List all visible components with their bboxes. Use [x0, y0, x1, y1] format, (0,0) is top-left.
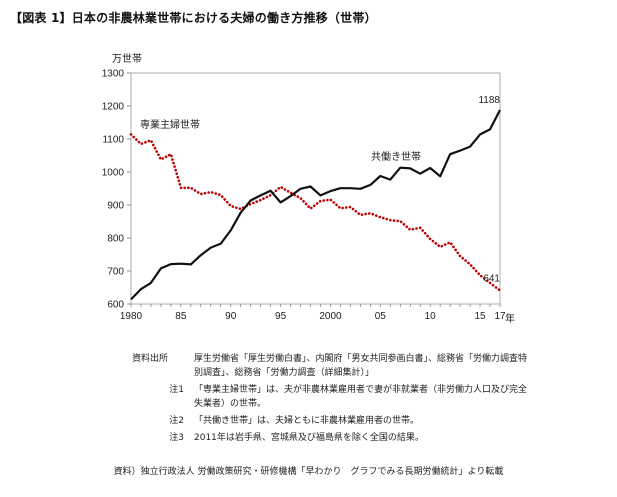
note-row-source: 資料出所 厚生労働省「厚生労働白書」、内閣府「男女共同参画白書」、総務省「労働力… — [132, 352, 532, 380]
plot-frame — [130, 72, 501, 305]
x-unit-label: 年 — [505, 312, 515, 325]
note-text: 「共働き世帯」は、夫婦ともに非農林業雇用者の世帯。 — [194, 416, 420, 426]
x-tick-label: 85 — [175, 311, 187, 322]
notes-block: 資料出所 厚生労働省「厚生労働白書」、内閣府「男女共同参画白書」、総務省「労働力… — [132, 352, 532, 448]
note-key: 注2 — [169, 416, 184, 426]
note-key: 資料出所 — [132, 354, 169, 364]
y-unit-label: 万世帯 — [112, 52, 142, 65]
x-tick-label: 17 — [494, 311, 506, 322]
y-tick-label: 1000 — [102, 168, 125, 179]
x-tick-label: 05 — [375, 311, 387, 322]
series-end-label: 1188 — [478, 95, 500, 106]
x-tick-label: 95 — [275, 311, 287, 322]
figure-title: 【図表 1】日本の非農林業世帯における夫婦の働き方推移（世帯） — [10, 11, 377, 25]
line-chart: 万世帯 年 600 700 800 900 1000 1100 1200 1300 1980 85… — [102, 52, 515, 325]
x-tick-label: 2000 — [319, 311, 342, 322]
y-tick-label: 700 — [107, 267, 124, 278]
note-text: 「専業主婦世帯」は、夫が非農林業雇用者で妻が非就業者（非労働力人口及び完全失業者… — [194, 385, 528, 409]
y-tick-label: 900 — [107, 201, 124, 212]
series-line-1 — [130, 109, 501, 301]
x-tick-label: 10 — [425, 311, 437, 322]
y-tick-label: 1200 — [102, 102, 125, 113]
note-row-2: 注2 「共働き世帯」は、夫婦ともに非農林業雇用者の世帯。 — [132, 414, 532, 428]
y-tick-label: 1100 — [102, 135, 124, 146]
x-tick-label: 90 — [225, 311, 237, 322]
y-tick-label: 1300 — [102, 69, 125, 80]
x-tick-label: 15 — [474, 311, 486, 322]
y-tick-label: 800 — [107, 234, 124, 245]
note-key: 注1 — [169, 385, 184, 395]
source-credit: 資料）独立行政法人 労働政策研究・研修機構「早わかり グラフでみる長期労働統計」… — [113, 467, 504, 477]
y-tick-label: 600 — [107, 300, 124, 311]
series-label: 専業主婦世帯 — [140, 118, 200, 131]
series-end-label: 641 — [483, 273, 500, 284]
note-text: 2011年は岩手県、宮城県及び福島県を除く全国の結果。 — [194, 433, 424, 443]
x-tick-label: 1980 — [120, 311, 143, 322]
series-label: 共働き世帯 — [371, 150, 421, 163]
note-key: 注3 — [169, 433, 184, 443]
note-row-1: 注1 「専業主婦世帯」は、夫が非農林業雇用者で妻が非就業者（非労働力人口及び完全… — [132, 383, 532, 411]
note-text: 厚生労働省「厚生労働白書」、内閣府「男女共同参画白書」、総務省「労働力調査特別調… — [194, 354, 528, 378]
series-line-0 — [129, 133, 502, 292]
note-row-3: 注3 2011年は岩手県、宮城県及び福島県を除く全国の結果。 — [132, 431, 532, 445]
